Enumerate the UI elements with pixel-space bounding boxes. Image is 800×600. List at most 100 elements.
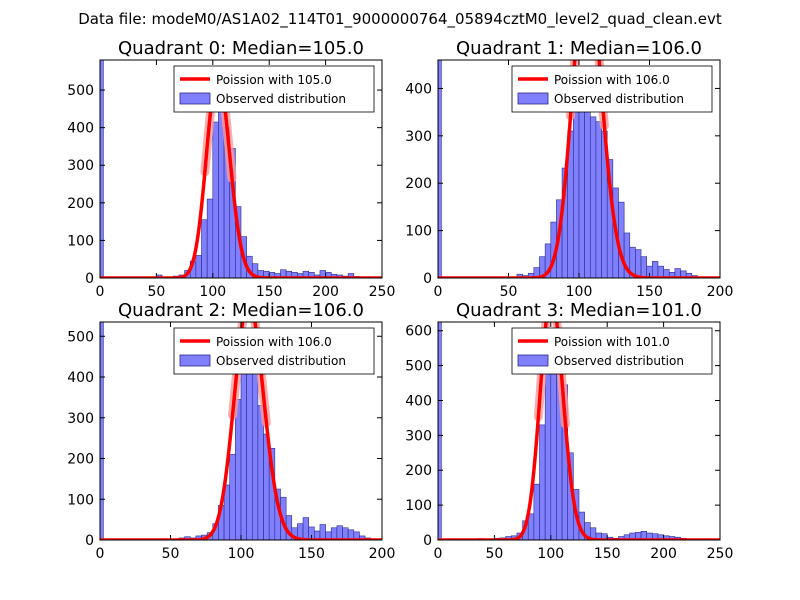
- histogram-bar: [229, 454, 236, 540]
- x-tick-label: 100: [199, 284, 226, 300]
- legend-observed-label: Observed distribution: [216, 354, 346, 368]
- histogram-bar: [618, 201, 625, 278]
- x-tick-label: 250: [369, 284, 396, 300]
- histogram-bar: [212, 121, 219, 278]
- histogram-bar: [240, 372, 247, 540]
- histogram-bar: [657, 265, 664, 278]
- y-tick-label: 200: [67, 452, 94, 468]
- y-tick-label: 500: [67, 329, 94, 345]
- y-tick-label: 400: [67, 370, 94, 386]
- y-tick-label: 0: [85, 533, 94, 549]
- y-tick-label: 100: [67, 233, 94, 249]
- panel-quadrant-1: 0 50 100 150 200 0 100 200 300 400 Quadrant 1: Med…: [405, 38, 734, 300]
- x-tick-label: 100: [566, 284, 593, 300]
- x-tick-label: 150: [594, 546, 621, 562]
- y-tick-label: 0: [85, 271, 94, 287]
- legend-bar-swatch: [517, 354, 549, 367]
- histogram-bar: [235, 399, 242, 540]
- y-tick-label: 300: [405, 129, 432, 145]
- panel-quadrant-0: 0 50 100 150 200 250 0 100 200 300 400 500 Quadrant …: [67, 38, 395, 300]
- histogram-bar: [589, 116, 597, 278]
- legend-observed-label: Observed distribution: [554, 92, 684, 106]
- histogram-bar: [640, 256, 647, 278]
- y-tick-label: 300: [67, 158, 94, 174]
- figure-title: Data file: modeM0/AS1A02_114T01_90000007…: [78, 10, 722, 29]
- y-tick-label: 100: [405, 498, 432, 514]
- legend: Poission with 106.0 Observed distribution: [173, 327, 375, 375]
- histogram-bar: [257, 405, 264, 540]
- y-tick-label: 500: [405, 359, 432, 375]
- x-tick-label: 0: [96, 546, 105, 562]
- histogram-bar: [539, 424, 546, 540]
- legend-bar-swatch: [179, 354, 211, 367]
- legend-fit-label: Poission with 106.0: [554, 73, 670, 87]
- y-tick-label: 500: [67, 83, 94, 99]
- legend-observed-label: Observed distribution: [554, 354, 684, 368]
- plot-content: [100, 60, 382, 278]
- edge-bar: [438, 60, 442, 278]
- y-tick-label: 100: [67, 492, 94, 508]
- panel-title: Quadrant 3: Median=101.0: [456, 300, 702, 321]
- x-tick-label: 150: [256, 284, 283, 300]
- axes-frame: [437, 321, 721, 541]
- y-tick-label: 400: [405, 393, 432, 409]
- panel-quadrant-3: 0 50 100 150 200 250 0 100 200 300 400 500 600 Quadra…: [405, 300, 733, 562]
- histogram-bar: [342, 527, 349, 540]
- y-tick-label: 600: [405, 324, 432, 340]
- x-tick-label: 50: [500, 284, 518, 300]
- histogram-bar: [206, 198, 214, 278]
- panel-title: Quadrant 2: Median=106.0: [118, 300, 364, 321]
- poisson-fit-curve: [100, 72, 382, 278]
- y-tick-label: 200: [405, 463, 432, 479]
- histogram-bar: [595, 121, 602, 278]
- legend: Poission with 101.0 Observed distribution: [511, 327, 713, 375]
- y-tick-label: 0: [423, 533, 432, 549]
- x-tick-label: 50: [485, 546, 503, 562]
- x-tick-label: 100: [537, 546, 564, 562]
- panel-title: Quadrant 0: Median=105.0: [118, 38, 364, 59]
- legend-bar-swatch: [517, 92, 549, 105]
- panels: 0 50 100 150 200 2500100200300400500Quadrant …: [67, 38, 734, 562]
- y-tick-label: 300: [405, 428, 432, 444]
- histogram-bar: [330, 527, 338, 540]
- histogram-bar: [319, 524, 326, 540]
- y-tick-label: 0: [423, 271, 432, 287]
- y-tick-label: 300: [67, 411, 94, 427]
- histogram-bar: [533, 483, 540, 540]
- axes-frame: [99, 59, 383, 279]
- histogram-bar: [544, 372, 552, 540]
- legend-bar-swatch: [179, 92, 211, 105]
- edge-bar: [100, 322, 104, 540]
- y-tick-label: 200: [405, 176, 432, 192]
- y-tick-label: 200: [67, 196, 94, 212]
- x-tick-label: 0: [96, 284, 105, 300]
- x-tick-label: 150: [636, 284, 663, 300]
- x-tick-label: 150: [298, 546, 325, 562]
- legend-fit-label: Poission with 105.0: [216, 73, 332, 87]
- histogram-bar: [201, 219, 208, 278]
- x-tick-label: 50: [162, 546, 180, 562]
- histogram-bar: [302, 517, 309, 540]
- legend-fit-label: Poission with 106.0: [216, 335, 332, 349]
- y-tick-label: 400: [67, 121, 94, 137]
- y-tick-label: 100: [405, 224, 432, 240]
- x-tick-label: 200: [707, 284, 734, 300]
- histogram-bar: [573, 97, 580, 278]
- legend-observed-label: Observed distribution: [216, 92, 346, 106]
- histogram-bar: [336, 525, 343, 540]
- x-tick-label: 0: [434, 284, 443, 300]
- x-tick-label: 200: [650, 546, 677, 562]
- panel-title: Quadrant 1: Median=106.0: [456, 38, 702, 59]
- legend-fit-label: Poission with 101.0: [554, 335, 670, 349]
- x-tick-label: 50: [147, 284, 165, 300]
- x-tick-label: 100: [228, 546, 255, 562]
- legend: Poission with 105.0 Observed distribution: [173, 65, 375, 113]
- histogram-bar: [195, 255, 202, 278]
- panel-quadrant-2: 0 50 100 150 200 0 100 200 300 400 500 Quadrant 2: …: [67, 300, 395, 562]
- x-tick-label: 200: [369, 546, 396, 562]
- edge-bar: [438, 322, 442, 540]
- poisson-fit-curve: [438, 322, 720, 540]
- histogram-bar: [584, 83, 591, 278]
- x-tick-label: 0: [434, 546, 443, 562]
